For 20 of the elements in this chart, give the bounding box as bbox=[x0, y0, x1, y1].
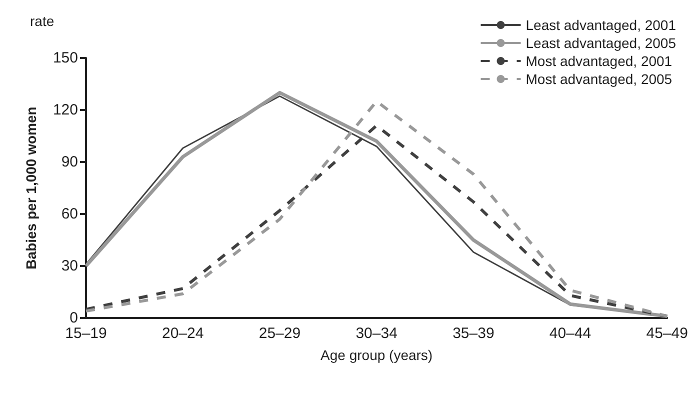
x-tick-label: 45–49 bbox=[646, 325, 688, 342]
x-tick-label: 30–34 bbox=[356, 325, 398, 342]
y-tick-label: 60 bbox=[61, 206, 78, 222]
x-tick-label: 20–24 bbox=[162, 325, 204, 342]
legend-label: Most advantaged, 2001 bbox=[526, 53, 672, 69]
legend-label: Most advantaged, 2005 bbox=[526, 71, 672, 87]
x-tick-label: 25–29 bbox=[258, 325, 301, 342]
x-tick-label: 40–44 bbox=[549, 325, 592, 342]
x-tick-label: 15–19 bbox=[65, 325, 107, 342]
text: rate bbox=[30, 13, 54, 29]
y-tick-label: 120 bbox=[52, 102, 78, 118]
y-tick-label: 30 bbox=[61, 258, 78, 274]
legend-label: Least advantaged, 2001 bbox=[526, 17, 676, 33]
x-tick-label: 35–39 bbox=[452, 325, 494, 342]
y-axis-title: Babies per 1,000 women bbox=[23, 106, 39, 270]
y-tick-label: 0 bbox=[70, 310, 78, 326]
y-tick-label: 90 bbox=[61, 154, 78, 170]
x-axis-title: Age group (years) bbox=[320, 347, 433, 363]
legend-label: Least advantaged, 2005 bbox=[526, 35, 676, 51]
y-tick-label: 150 bbox=[52, 50, 78, 66]
